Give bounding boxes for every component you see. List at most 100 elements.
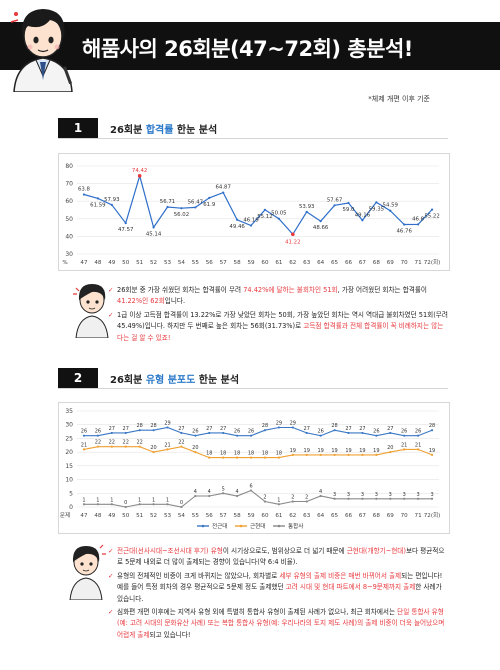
data-point bbox=[124, 445, 127, 448]
data-point bbox=[333, 429, 336, 432]
note-segment: 유형의 전체적인 비중이 크게 바뀌지는 않았으나, 회차별로 bbox=[117, 571, 280, 580]
data-point bbox=[222, 456, 225, 459]
data-label: 56.71 bbox=[160, 199, 175, 205]
x-tick-label: 59 bbox=[247, 260, 255, 266]
data-point bbox=[319, 494, 322, 498]
legend-label: 근현대 bbox=[250, 522, 265, 530]
data-label: 28 bbox=[429, 423, 435, 429]
data-label: 19 bbox=[317, 448, 323, 454]
x-tick-label: 56 bbox=[206, 513, 214, 519]
data-label: 1 bbox=[152, 497, 155, 503]
data-point bbox=[333, 497, 336, 500]
x-tick-label: 61 bbox=[275, 513, 283, 519]
highlight-marker bbox=[137, 174, 142, 178]
data-point bbox=[291, 453, 294, 456]
check-icon: ✓ bbox=[108, 547, 114, 555]
data-label: 56.47 bbox=[188, 199, 203, 205]
data-point bbox=[417, 223, 420, 226]
pass-rate-chart-frame: 30 40 50 60 70 80 47 48 49 50 51 52 53 54 55 56 57 58 59 60… bbox=[58, 153, 450, 271]
data-point bbox=[375, 434, 378, 437]
data-label: 59.0 bbox=[342, 207, 355, 213]
data-point bbox=[249, 434, 253, 437]
data-label: 61.9 bbox=[203, 202, 216, 208]
data-label: 49.46 bbox=[229, 224, 245, 230]
data-label: 19 bbox=[359, 448, 365, 454]
section-1-notes: ✓ 26회분 중 가장 쉬웠던 회차는 합격률이 무려 74.42%에 달하는 불… bbox=[108, 285, 448, 346]
data-point bbox=[305, 500, 308, 503]
x-tick-label: 56 bbox=[206, 260, 214, 266]
data-point bbox=[222, 191, 225, 194]
section-2-number: 2 bbox=[58, 368, 98, 388]
data-point bbox=[152, 226, 155, 229]
data-point bbox=[417, 434, 420, 437]
data-label: 19 bbox=[290, 448, 296, 454]
x-tick-label: 52 bbox=[150, 513, 157, 519]
x-tick-label: 53 bbox=[164, 513, 172, 519]
data-label: 0 bbox=[124, 500, 127, 506]
x-tick-label: 54 bbox=[178, 513, 186, 519]
data-point bbox=[124, 431, 127, 435]
data-point bbox=[138, 429, 141, 432]
data-point bbox=[263, 456, 267, 459]
y-unit-label: 문제 bbox=[60, 511, 70, 519]
data-label: 47.57 bbox=[118, 227, 133, 233]
data-point bbox=[430, 497, 434, 500]
data-point bbox=[277, 503, 280, 506]
x-tick-label: 63 bbox=[303, 260, 311, 266]
data-label: 27 bbox=[109, 426, 115, 432]
x-tick-label: 64 bbox=[317, 260, 325, 266]
x-tick-label: 69 bbox=[387, 513, 395, 519]
data-point bbox=[375, 201, 378, 204]
data-label: 45.14 bbox=[146, 231, 162, 237]
data-label: 27 bbox=[387, 426, 393, 432]
data-label: 1 bbox=[82, 497, 85, 503]
data-label: 27 bbox=[123, 426, 129, 432]
data-point bbox=[138, 445, 141, 448]
data-label: 18 bbox=[234, 451, 240, 457]
x-tick-label: 70 bbox=[401, 513, 409, 519]
data-point bbox=[180, 431, 183, 435]
data-point bbox=[430, 208, 434, 211]
data-label: 6 bbox=[249, 484, 252, 490]
data-point bbox=[389, 497, 392, 500]
x-tick-label: 71 bbox=[415, 260, 423, 266]
x-tick-label: 51 bbox=[136, 513, 144, 519]
data-label: 61.59 bbox=[90, 202, 106, 208]
data-label: 46.8 bbox=[412, 216, 425, 222]
data-point bbox=[333, 453, 336, 456]
x-tick-label: 72(회) bbox=[424, 258, 441, 266]
data-point bbox=[277, 217, 280, 220]
character-illustration-2 bbox=[69, 544, 106, 600]
data-label: 1 bbox=[138, 497, 141, 503]
data-point bbox=[347, 497, 350, 500]
data-point bbox=[166, 448, 169, 451]
data-label: 29 bbox=[290, 420, 296, 426]
data-point bbox=[152, 503, 155, 506]
data-label: 18 bbox=[276, 451, 282, 457]
data-point bbox=[389, 431, 392, 435]
data-label: 18 bbox=[220, 451, 226, 457]
data-label: 27 bbox=[345, 426, 351, 432]
data-label: 19 bbox=[304, 448, 310, 454]
data-point bbox=[166, 503, 169, 506]
data-label: 28 bbox=[262, 423, 268, 429]
x-tick-label: 64 bbox=[317, 513, 325, 519]
x-tick-label: 59 bbox=[247, 513, 255, 519]
data-label: 21 bbox=[164, 442, 170, 448]
section-2-notes: ✓ 전근대(선사시대~조선시대 후기) 유형이 시기상으로도, 범위상으로 더 넓… bbox=[108, 546, 448, 643]
data-point bbox=[347, 453, 350, 456]
x-tick-label: 70 bbox=[401, 260, 409, 266]
data-point bbox=[305, 210, 308, 213]
data-point bbox=[208, 431, 211, 435]
data-label: 28 bbox=[136, 423, 142, 429]
data-point bbox=[319, 220, 322, 223]
x-tick-label: 57 bbox=[220, 513, 228, 519]
data-point bbox=[138, 503, 141, 506]
data-point bbox=[403, 448, 406, 451]
data-point bbox=[222, 431, 225, 435]
note-segment: 한 사례가 있습니다. bbox=[117, 583, 442, 603]
x-tick-label: 68 bbox=[373, 260, 381, 266]
data-point bbox=[291, 500, 294, 503]
x-tick-label: 65 bbox=[331, 260, 339, 266]
data-label: 26 bbox=[317, 429, 323, 435]
